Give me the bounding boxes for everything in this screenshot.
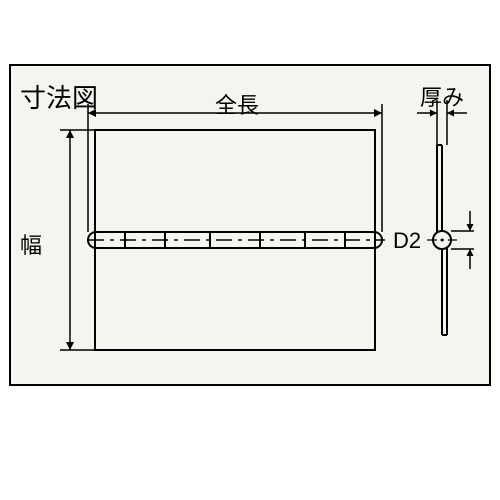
label-d2: D2 — [393, 228, 421, 254]
diagram-canvas: 寸法図 全長 幅 厚み D2 — [0, 0, 500, 500]
label-thickness: 厚み — [420, 80, 464, 112]
label-length: 全長 — [215, 88, 259, 120]
diagram-svg — [0, 0, 500, 500]
label-width: 幅 — [20, 228, 42, 260]
diagram-title: 寸法図 — [20, 78, 98, 115]
